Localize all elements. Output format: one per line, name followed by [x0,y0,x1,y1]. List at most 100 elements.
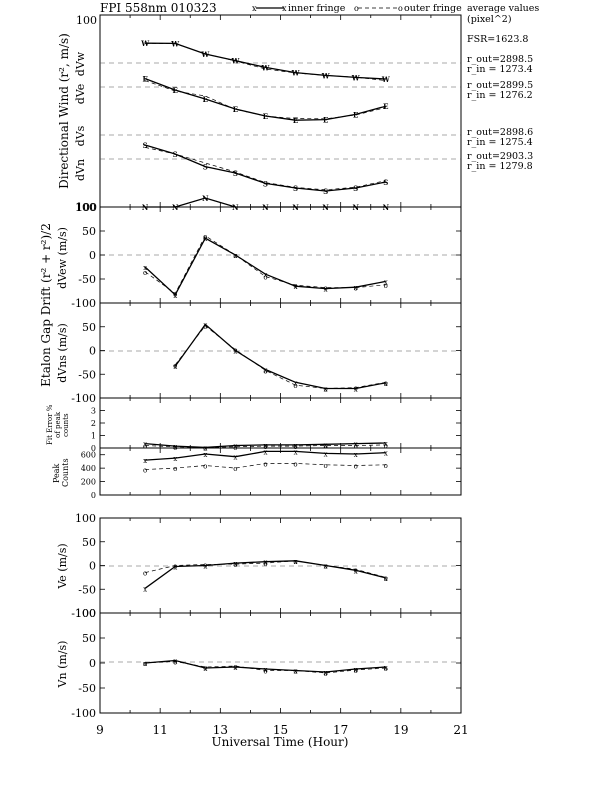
fit-error-ytick-label: 1 [91,432,96,441]
dvns-outer-point: o [263,367,267,375]
fit-error-inner-point: x [203,444,207,452]
ve-inner-point: x [354,567,358,575]
dvn-point: N [202,194,209,203]
x-tick-label: 15 [273,723,288,737]
dvns-inner-line [174,323,386,390]
dvew-outer-point: o [233,252,237,260]
dvew-inner-point: x [324,286,328,294]
dvw-outer-line [145,43,386,81]
dve-label: dVe [74,84,87,105]
peak-counts-outer-point: o [203,462,207,470]
x-tick-label: 9 [96,723,104,737]
dvn-label: dVn [74,159,87,181]
dvew-outer-point: o [143,269,147,277]
dvw-point: W [200,50,209,59]
vn-inner-point: x [203,665,207,673]
vn-axis-label: Vn (m/s) [56,641,69,689]
dvew-outer-point: o [384,282,388,290]
dvew-outer-point: o [263,274,267,282]
dve-point: E [233,105,238,114]
dve-point: E [383,102,388,111]
fit-error-outer-point: o [263,443,267,451]
peak-counts-inner-point: x [384,450,388,458]
radius-values: r_out=2898.5r_in = 1273.4r_out=2899.5r_i… [467,54,533,172]
x-tick-label: 17 [333,723,348,737]
dve-point: E [173,86,178,95]
average-units: (pixel^2) [467,14,512,25]
fit-error-axis-label: Fit Error % of peak counts [46,404,70,446]
dvns-ytick-label: 50 [82,321,96,334]
peak-counts-outer-point: o [233,465,237,473]
peak-counts-inner-point: x [173,455,177,463]
ve-inner-point: x [384,575,388,583]
dvs-point: S [233,169,238,178]
fit-error-outer-point: o [324,443,328,451]
dvw-point: W [381,75,390,84]
ve-outer-point: o [263,560,267,568]
vn-ytick-label: 0 [89,657,96,670]
ve-outer-point: o [143,570,147,578]
dvn-point: N [262,203,269,212]
fit-error-panel [99,397,462,449]
dvs-inner-line [144,144,386,192]
average-label: average values [467,3,539,14]
dvew-inner-point: x [143,264,147,272]
fit-error-inner-point: x [384,440,388,448]
peak-counts-inner-point: x [143,457,147,465]
dvn-inner-line [145,197,386,208]
ve-inner-point: x [294,558,298,566]
dvns-inner-point: x [384,380,388,388]
ve-inner-point: x [324,563,328,571]
dvew-ytick-label: 100 [75,201,96,214]
peak-counts-outer-point: o [293,460,297,468]
peak-counts-axis-label: Peak Counts [52,458,70,488]
dvw-point: W [291,69,300,78]
axis-ticks: 9 11 13 15 17 19 21-100-50050100-100-500500123… [71,15,469,737]
dvs-point: S [293,184,298,193]
fit-error-ytick-label: 3 [91,407,96,416]
x-axis-label: Universal Time (Hour) [212,735,349,749]
dvns-inner-point: x [233,348,237,356]
ve-outer-point: o [324,563,328,571]
vn-inner-point: x [294,668,298,676]
fit-error-inner-point: x [143,441,147,449]
radius-out-0: r_out=2898.5 [467,54,533,65]
vn-outer-point: o [384,665,388,673]
ve-outer-point: o [203,562,207,570]
peak-counts-inner-point: x [294,448,298,456]
radius-out-3: r_out=2903.3 [467,151,533,162]
dvn-point: N [142,203,149,212]
fit-error-inner-point: x [324,441,328,449]
figure-title: FPI 558nm 010323 [100,1,217,15]
peak-counts-inner-point: x [263,448,267,456]
vn-outer-point: o [263,668,267,676]
legend-outer-marker-left: o [354,4,359,13]
dvew-inner-point: x [203,235,207,243]
dvs-label: dVs [74,125,87,146]
radius-in-2: r_in = 1275.4 [467,137,533,148]
dvs-point: S [263,179,268,188]
peak-counts-outer-line [145,463,386,470]
peak-counts-ytick-label: 200 [81,478,96,487]
dvew-axis-label: dVew (m/s) [56,227,69,289]
dve-point: E [142,75,147,84]
peak-counts-outer-point: o [324,462,328,470]
ve-inner-point: x [203,563,207,571]
peak-counts-outer-point: o [143,466,147,474]
directional-wind-ytick-top: 100 [76,14,97,27]
dvw-point: W [351,73,360,82]
dvns-outer-point: o [203,323,207,331]
dvs-point: S [323,187,328,196]
dvs-outer-line [145,147,386,191]
ve-outer-point: o [384,574,388,582]
dvns-outer-point: o [293,382,297,390]
peak-counts-ytick-label: 600 [81,451,96,460]
dvew-inner-point: x [294,283,298,291]
vn-outer-point: o [173,659,177,667]
dvns-inner-point: x [294,379,298,387]
vn-inner-point: x [324,669,328,677]
dvew-outer-line [144,235,386,294]
vn-outer-point: o [233,663,237,671]
vn-outer-point: o [324,670,328,678]
ve-inner-line [144,560,386,589]
